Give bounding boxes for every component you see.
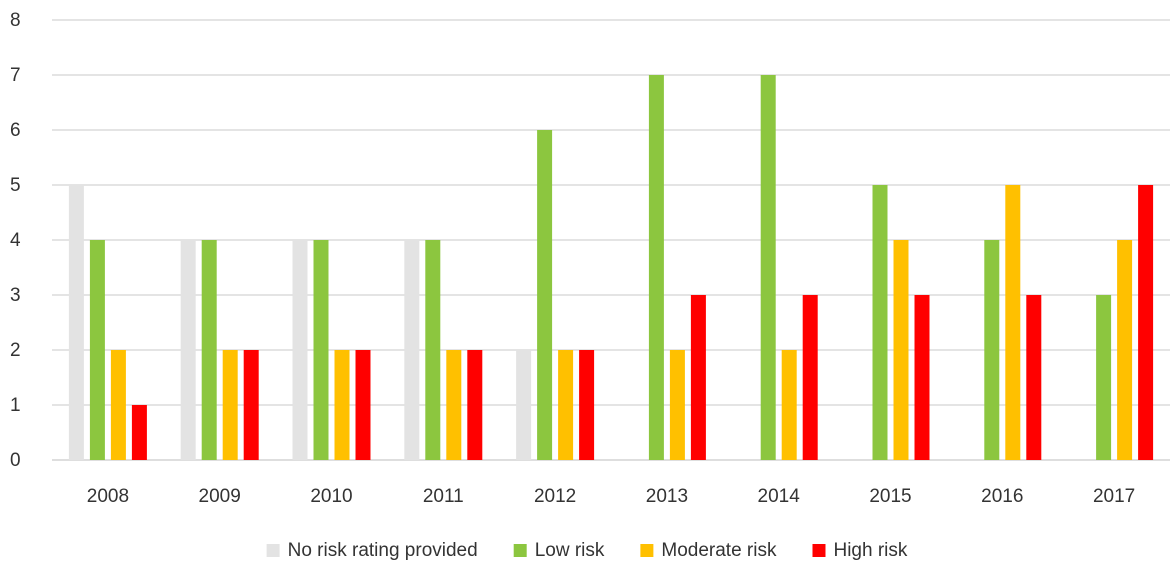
bar-no-risk-rating-provided-2009 (180, 240, 196, 460)
x-tick-label: 2010 (310, 486, 352, 507)
legend-swatch-high-risk (812, 544, 826, 557)
bars (68, 75, 1154, 460)
bar-low-risk-2014 (760, 75, 776, 460)
gridlines (52, 19, 1170, 461)
y-axis-ticks: 0 1 2 3 4 5 6 7 8 (10, 10, 21, 471)
y-tick-label: 7 (10, 65, 21, 86)
bar-low-risk-2012 (537, 130, 553, 460)
bar-low-risk-2011 (425, 240, 441, 460)
bar-high-risk-2011 (467, 350, 483, 460)
x-axis-ticks: 2008 2009 2010 2011 2012 2013 2014 2015 2016 2017 (87, 486, 1135, 507)
bar-moderate-risk-2014 (781, 350, 797, 460)
bar-high-risk-2014 (802, 295, 818, 460)
bar-no-risk-rating-provided-2010 (292, 240, 308, 460)
legend-swatch-no-risk-rating-provided (266, 544, 280, 557)
y-tick-label: 6 (10, 120, 21, 141)
bar-moderate-risk-2009 (222, 350, 238, 460)
bar-moderate-risk-2012 (558, 350, 574, 460)
x-tick-label: 2008 (87, 486, 129, 507)
y-tick-label: 0 (10, 450, 21, 471)
bar-moderate-risk-2011 (446, 350, 462, 460)
bar-no-risk-rating-provided-2008 (68, 185, 84, 460)
legend-swatch-moderate-risk (640, 544, 654, 557)
x-tick-label: 2014 (758, 486, 801, 507)
bar-high-risk-2008 (131, 405, 147, 460)
legend-label-no-risk-rating-provided: No risk rating provided (288, 540, 478, 561)
bar-low-risk-2009 (201, 240, 217, 460)
bar-low-risk-2010 (313, 240, 329, 460)
x-tick-label: 2015 (869, 486, 911, 507)
bar-high-risk-2017 (1138, 185, 1154, 460)
bar-high-risk-2012 (579, 350, 595, 460)
bar-high-risk-2013 (690, 295, 706, 460)
bar-low-risk-2017 (1096, 295, 1112, 460)
bar-high-risk-2016 (1026, 295, 1042, 460)
bar-moderate-risk-2013 (669, 350, 685, 460)
x-tick-label: 2016 (981, 486, 1023, 507)
legend-label-moderate-risk: Moderate risk (661, 540, 777, 561)
legend-swatch-low-risk (513, 544, 527, 557)
bar-high-risk-2015 (914, 295, 930, 460)
y-tick-label: 2 (10, 340, 21, 361)
bar-low-risk-2008 (89, 240, 105, 460)
y-tick-label: 8 (10, 10, 21, 31)
x-tick-label: 2012 (534, 486, 576, 507)
y-tick-label: 5 (10, 175, 21, 196)
bar-high-risk-2009 (243, 350, 259, 460)
bar-low-risk-2013 (648, 75, 664, 460)
bar-no-risk-rating-provided-2011 (404, 240, 420, 460)
x-tick-label: 2011 (423, 486, 464, 507)
bar-high-risk-2010 (355, 350, 371, 460)
y-tick-label: 1 (10, 395, 21, 416)
legend-label-low-risk: Low risk (535, 540, 605, 561)
legend: No risk rating provided Low risk Moderate … (266, 540, 908, 561)
legend-label-high-risk: High risk (833, 540, 907, 561)
bar-low-risk-2015 (872, 185, 888, 460)
bar-moderate-risk-2016 (1005, 185, 1021, 460)
bar-no-risk-rating-provided-2012 (516, 350, 532, 460)
y-tick-label: 4 (10, 230, 21, 251)
bar-moderate-risk-2017 (1117, 240, 1133, 460)
y-tick-label: 3 (10, 285, 21, 306)
x-tick-label: 2013 (646, 486, 688, 507)
x-tick-label: 2009 (199, 486, 241, 507)
bar-moderate-risk-2008 (110, 350, 126, 460)
bar-moderate-risk-2010 (334, 350, 350, 460)
x-tick-label: 2017 (1093, 486, 1135, 507)
bar-low-risk-2016 (984, 240, 1000, 460)
bar-moderate-risk-2015 (893, 240, 909, 460)
